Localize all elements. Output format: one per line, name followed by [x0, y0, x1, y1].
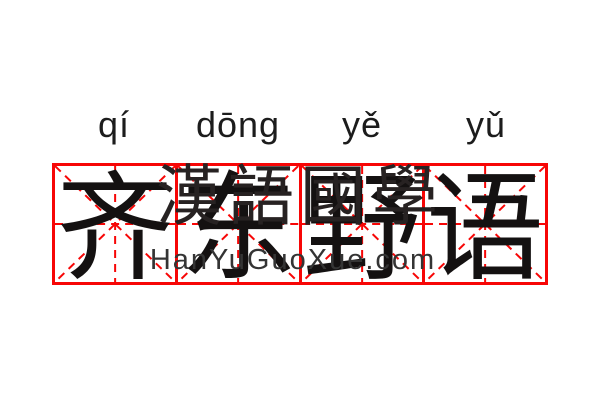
idiom-character: 野 [302, 159, 421, 298]
mizige-grid: 齐 东 野 [52, 163, 548, 288]
character-cell: 语 [424, 166, 545, 288]
watermark-site-text: HanYuGuoXue.com [149, 244, 437, 276]
pinyin-label: yǔ [465, 104, 507, 145]
idiom-character: 语 [425, 159, 544, 298]
pinyin-label: qí [97, 104, 131, 145]
pinyin-row: qí dōng yě yǔ [52, 101, 548, 149]
mizige-guides-icon [55, 166, 176, 282]
idiom-character: 齐 [56, 159, 175, 298]
watermark-cjk-text: 漢語國學 [156, 158, 444, 235]
mizige-guides-icon [178, 166, 299, 282]
character-cell: 野 [301, 166, 425, 288]
idiom-character: 东 [179, 159, 298, 298]
pinyin-label: yě [341, 104, 383, 145]
character-cell: 齐 [55, 166, 179, 288]
character-cell: 东 [178, 166, 302, 288]
mizige-guides-icon [301, 166, 422, 282]
pinyin-label: dōng [195, 104, 281, 145]
mizige-guides-icon [424, 166, 545, 282]
